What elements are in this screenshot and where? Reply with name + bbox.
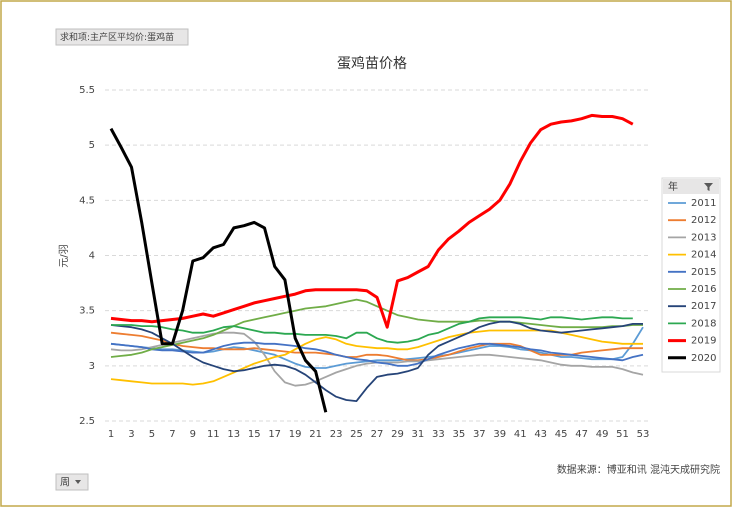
legend-label: 2020 (691, 353, 716, 364)
series-line (110, 298, 643, 358)
y-axis-label: 元/羽 (58, 244, 70, 267)
legend-label: 2014 (691, 250, 716, 261)
x-filter-label: 周 (60, 477, 70, 489)
filter-icon[interactable] (704, 183, 713, 191)
x-tick-label: 45 (555, 429, 568, 440)
x-tick-label: 15 (248, 429, 261, 440)
source: 数据来源：博亚和讯 混沌天成研究院 (557, 463, 720, 476)
series-line (111, 316, 633, 344)
x-tick-label: 3 (128, 429, 134, 440)
dropdown-icon[interactable] (75, 480, 81, 484)
legend-label: 2013 (691, 232, 716, 243)
x-tick-label: 25 (350, 429, 363, 440)
x-tick-label: 19 (289, 429, 302, 440)
x-tick-label: 7 (169, 429, 175, 440)
x-tick-label: 41 (514, 429, 527, 440)
series-line (110, 331, 643, 362)
x-tick-label: 43 (534, 429, 547, 440)
legend-title: 年 (668, 180, 678, 193)
y-tick-label: 3.5 (79, 306, 95, 317)
series-line (110, 341, 644, 367)
x-tick-label: 29 (391, 429, 404, 440)
legend-label: 2016 (691, 284, 716, 295)
y-tick-label: 3 (89, 361, 95, 372)
chart-title: 蛋鸡苗价格 (337, 55, 407, 72)
y-tick-label: 5 (89, 140, 95, 151)
x-tick-label: 35 (452, 429, 465, 440)
x-tick-label: 21 (309, 429, 322, 440)
y-tick-label: 5.5 (79, 85, 95, 96)
filter-label: 求和项:主产区平均价:蛋鸡苗 (60, 31, 174, 43)
legend-label: 2018 (691, 318, 716, 329)
x-tick-label: 23 (330, 429, 343, 440)
y-tick-label: 4.5 (79, 195, 95, 206)
x-tick-label: 47 (575, 429, 588, 440)
y-tick-label: 4 (89, 251, 95, 262)
x-tick-label: 53 (637, 429, 650, 440)
x-tick-label: 11 (207, 429, 220, 440)
legend-label: 2011 (691, 198, 716, 209)
x-filter-button[interactable] (55, 473, 89, 491)
x-tick-label: 51 (616, 429, 629, 440)
x-tick-label: 37 (473, 429, 486, 440)
filter-button[interactable] (55, 28, 189, 46)
x-tick-label: 39 (493, 429, 506, 440)
x-tick-label: 5 (149, 429, 155, 440)
x-tick-label: 27 (371, 429, 384, 440)
x-tick-label: 9 (190, 429, 196, 440)
x-tick-label: 33 (432, 429, 445, 440)
x-tick-label: 17 (268, 429, 281, 440)
x-tick-label: 1 (108, 429, 114, 440)
series-line (109, 127, 328, 413)
series-line (110, 320, 643, 402)
x-tick-label: 31 (412, 429, 425, 440)
x-tick-label: 49 (596, 429, 609, 440)
legend-header[interactable] (663, 179, 719, 194)
y-tick-label: 2.5 (79, 416, 95, 427)
legend-label: 2012 (691, 215, 716, 226)
series-line (110, 113, 634, 329)
x-tick-label: 13 (227, 429, 240, 440)
legend-label: 2017 (691, 301, 716, 312)
legend-label: 2015 (691, 267, 716, 278)
legend-label: 2019 (691, 336, 716, 347)
